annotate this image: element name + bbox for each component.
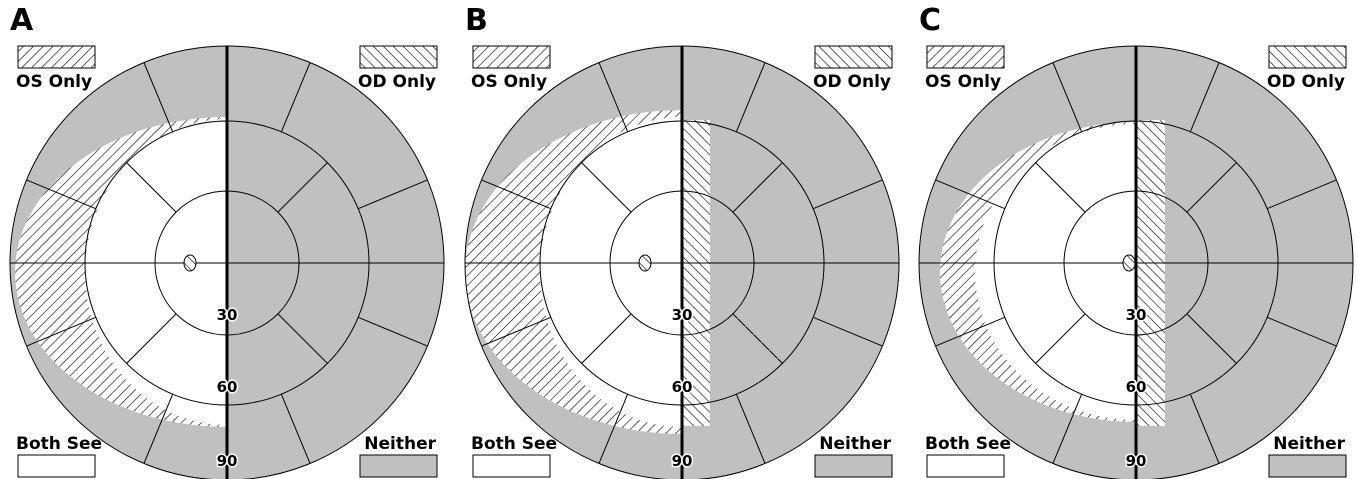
neither-swatch [814, 454, 893, 478]
spoke [1052, 393, 1083, 464]
neither-swatch [1268, 454, 1347, 478]
spoke [598, 393, 629, 464]
spoke [1035, 313, 1086, 364]
spoke [1035, 162, 1086, 213]
spoke [935, 316, 1006, 347]
spoke [126, 313, 177, 364]
spoke [581, 162, 632, 213]
legend-label: OS Only [925, 72, 1001, 92]
os-only-swatch [472, 45, 551, 69]
ring-label: 90 [672, 452, 693, 470]
left-regions [15, 117, 227, 427]
both-see-swatch [926, 454, 1005, 478]
blind-spot [183, 254, 197, 272]
spoke [357, 179, 428, 210]
ring-label: 30 [217, 306, 238, 324]
left-regions [940, 122, 1136, 422]
legend-label: Neither [819, 434, 891, 454]
spoke [1186, 162, 1237, 213]
legend-label: Neither [364, 434, 436, 454]
spoke [1189, 62, 1220, 133]
spoke [935, 179, 1006, 210]
legend-label: Both See [16, 434, 102, 454]
spoke [1266, 316, 1337, 347]
both-see-region [540, 117, 682, 427]
panel-label: A [10, 3, 34, 38]
legend-label: Both See [471, 434, 557, 454]
spoke [26, 179, 97, 210]
both-see-swatch [17, 454, 96, 478]
panels: 30 60 90 A OS Only OD Only Both See Neither 30 60… [9, 3, 1354, 479]
spoke [812, 316, 883, 347]
spoke [277, 162, 328, 213]
field-regions [15, 117, 227, 427]
spoke [277, 313, 328, 364]
spoke [143, 62, 174, 133]
legend-label: OS Only [16, 72, 92, 92]
legend-label: OS Only [471, 72, 547, 92]
perimetry-panel: 30 60 90 B OS Only OD Only Both See Neither [464, 3, 900, 479]
ring-label: 30 [1126, 306, 1147, 324]
ring-label: 90 [217, 452, 238, 470]
spoke [26, 316, 97, 347]
ring-label: 30 [672, 306, 693, 324]
left-regions [465, 110, 682, 434]
both-see-swatch [472, 454, 551, 478]
panel-label: B [465, 3, 488, 38]
od-only-swatch [814, 45, 893, 69]
spoke [732, 313, 783, 364]
spoke [598, 62, 629, 133]
blind-spot [1122, 254, 1136, 272]
both-see-region [975, 124, 1136, 420]
spoke [280, 393, 311, 464]
od-only-region [1136, 120, 1165, 426]
spoke [1189, 393, 1220, 464]
spoke [1266, 179, 1337, 210]
legend-label: OD Only [358, 72, 436, 92]
field-regions [465, 110, 710, 434]
spoke [732, 162, 783, 213]
os-only-swatch [17, 45, 96, 69]
spoke [735, 62, 766, 133]
spoke [126, 162, 177, 213]
legend-label: OD Only [813, 72, 891, 92]
both-see-region [85, 119, 227, 425]
legend-label: Neither [1273, 434, 1345, 454]
ring-label: 60 [217, 378, 238, 396]
neither-swatch [359, 454, 438, 478]
ring-label: 60 [1126, 378, 1147, 396]
legend-label: OD Only [1267, 72, 1345, 92]
panel-label: C [919, 3, 941, 38]
spoke [812, 179, 883, 210]
spoke [357, 316, 428, 347]
ring-label: 90 [1126, 452, 1147, 470]
os-only-swatch [926, 45, 1005, 69]
od-only-region [682, 120, 710, 426]
spoke [143, 393, 174, 464]
spoke [1052, 62, 1083, 133]
od-only-swatch [1268, 45, 1347, 69]
spoke [481, 316, 552, 347]
spoke [735, 393, 766, 464]
spoke [581, 313, 632, 364]
perimetry-panel: 30 60 90 A OS Only OD Only Both See Neither [9, 3, 445, 479]
spoke [481, 179, 552, 210]
perimetry-panel: 30 60 90 C OS Only OD Only Both See Neither [918, 3, 1354, 479]
od-only-swatch [359, 45, 438, 69]
blind-spot [638, 254, 652, 272]
ring-label: 60 [672, 378, 693, 396]
field-regions [940, 120, 1165, 426]
spoke [1186, 313, 1237, 364]
spoke [280, 62, 311, 133]
legend-label: Both See [925, 434, 1011, 454]
